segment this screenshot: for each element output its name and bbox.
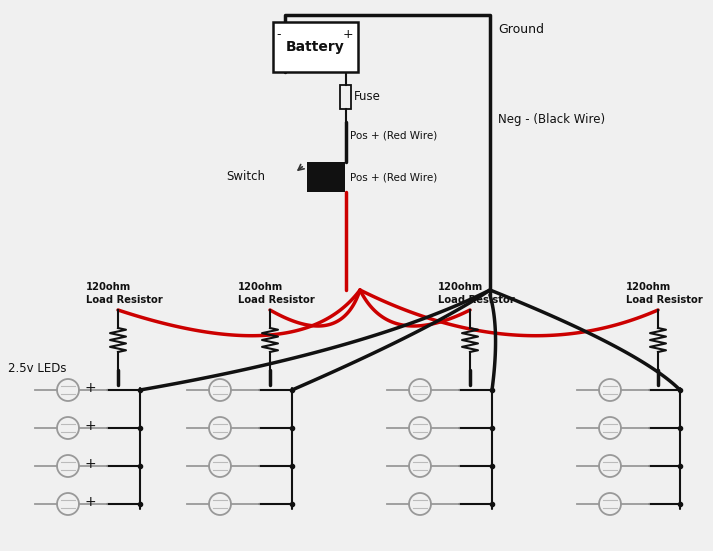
Text: Pos + (Red Wire): Pos + (Red Wire) (351, 130, 438, 140)
Text: Fuse: Fuse (354, 90, 380, 104)
Text: +: + (84, 457, 96, 471)
Bar (272, 22, 357, 72)
Text: +: + (343, 28, 354, 41)
Text: Ground: Ground (498, 23, 544, 36)
Text: +: + (84, 419, 96, 433)
Text: Neg - (Black Wire): Neg - (Black Wire) (498, 114, 605, 127)
Text: -: - (277, 28, 281, 41)
Text: Switch: Switch (227, 170, 265, 183)
Text: Battery: Battery (286, 40, 344, 54)
Bar (340, 85, 351, 109)
Text: +: + (84, 381, 96, 395)
Text: 120ohm
Load Resistor: 120ohm Load Resistor (86, 282, 163, 305)
Text: Pos + (Red Wire): Pos + (Red Wire) (351, 172, 438, 182)
Text: 120ohm
Load Resistor: 120ohm Load Resistor (438, 282, 515, 305)
Text: 120ohm
Load Resistor: 120ohm Load Resistor (626, 282, 703, 305)
Text: 120ohm
Load Resistor: 120ohm Load Resistor (238, 282, 314, 305)
Text: 2.5v LEDs: 2.5v LEDs (8, 362, 66, 375)
Bar (307, 162, 344, 192)
Text: +: + (84, 495, 96, 509)
